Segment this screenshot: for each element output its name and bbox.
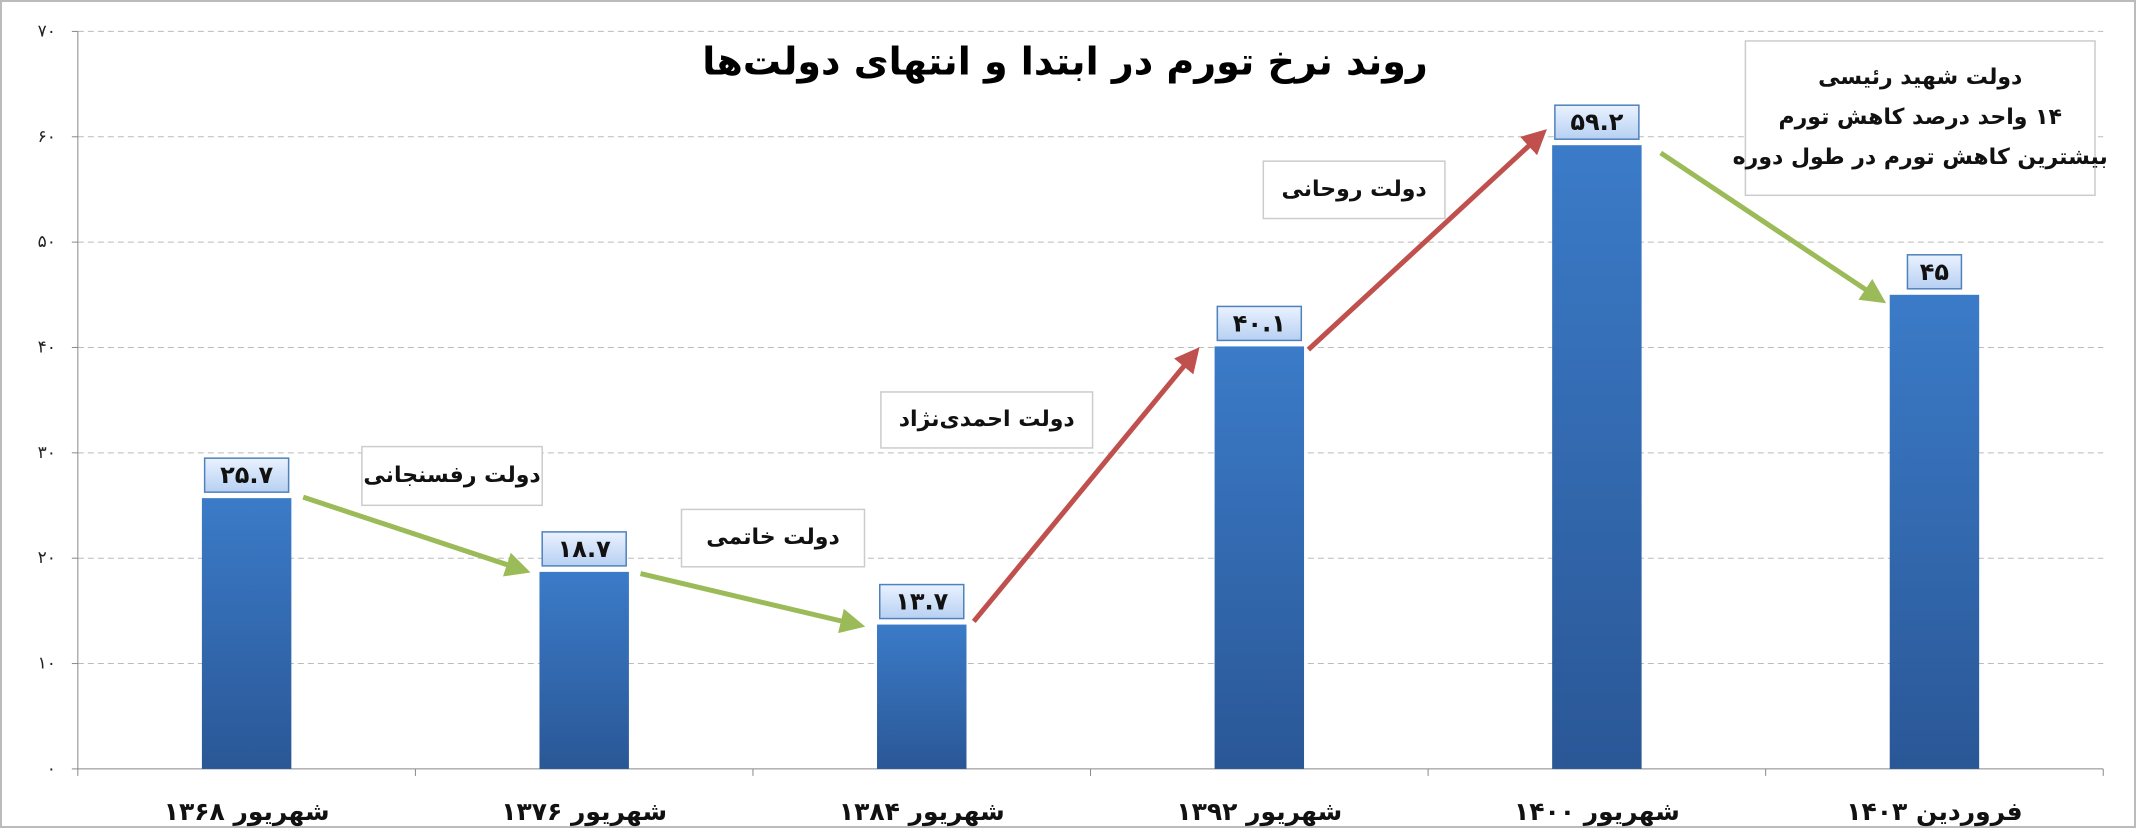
value-label-box — [1216, 305, 1303, 342]
value-label: ۱۳.۷ — [895, 588, 948, 616]
value-label: ۲۵.۷ — [220, 461, 273, 489]
x-tick-label: شهریور ۱۴۰۰ — [1514, 797, 1680, 827]
y-tick-label: ۶۰ — [38, 127, 56, 147]
x-tick-label: شهریور ۱۳۹۲ — [1176, 797, 1342, 827]
x-tick-label: شهریور ۱۳۸۴ — [839, 797, 1005, 827]
trend-arrow — [1306, 129, 1547, 352]
annotation-text: دولت شهید رئیسی — [1818, 65, 2022, 90]
annotation-text: دولت خاتمی — [706, 525, 840, 550]
bar — [1214, 346, 1305, 769]
annotation-text: بیشترین کاهش تورم در طول دوره — [1733, 145, 2108, 170]
value-label: ۴۰.۱ — [1233, 309, 1286, 337]
bar — [1889, 294, 1980, 769]
value-label: ۴۵ — [1920, 258, 1949, 286]
annotation-box — [361, 445, 543, 507]
y-tick-label: ۵۰ — [38, 232, 56, 252]
chart-title: روند نرخ تورم در ابتدا و انتهای دولت‌ها — [702, 40, 1427, 85]
x-tick-label: شهریور ۱۳۷۶ — [501, 797, 667, 827]
x-tick-label: شهریور ۱۳۶۸ — [164, 797, 330, 827]
annotation-text: دولت روحانی — [1282, 177, 1427, 202]
trend-arrow — [1659, 150, 1887, 304]
y-tick-label: ۴۰ — [38, 337, 56, 357]
value-label-box — [1906, 254, 1963, 290]
y-tick-label: ۷۰ — [38, 21, 56, 41]
annotation-text: ۱۴ واحد درصد کاهش تورم — [1778, 105, 2061, 130]
y-tick-label: ۳۰ — [38, 443, 56, 463]
annotation-box — [1262, 160, 1446, 220]
bar — [1552, 145, 1642, 769]
trend-arrow — [971, 347, 1200, 623]
value-label: ۱۸.۷ — [558, 535, 611, 563]
trend-arrow — [639, 571, 866, 634]
value-label-box — [879, 583, 965, 620]
trend-arrow — [302, 494, 531, 577]
value-label-box — [541, 531, 627, 567]
x-tick-label: فروردین ۱۴۰۳ — [1846, 797, 2022, 827]
value-label-box — [203, 457, 290, 493]
value-label-box — [1554, 104, 1640, 140]
value-label: ۵۹.۲ — [1570, 108, 1623, 136]
annotation-box — [1744, 40, 2096, 197]
annotation-box — [680, 508, 866, 568]
bar — [877, 624, 967, 769]
y-tick-label: ۰ — [47, 759, 56, 779]
annotation-text: دولت احمدی‌نژاد — [899, 407, 1075, 432]
y-tick-label: ۲۰ — [38, 548, 56, 568]
bar — [201, 498, 292, 769]
y-tick-label: ۱۰ — [38, 654, 56, 674]
annotation-text: دولت رفسنجانی — [363, 463, 540, 488]
annotation-box — [880, 391, 1094, 449]
bar — [539, 571, 629, 769]
